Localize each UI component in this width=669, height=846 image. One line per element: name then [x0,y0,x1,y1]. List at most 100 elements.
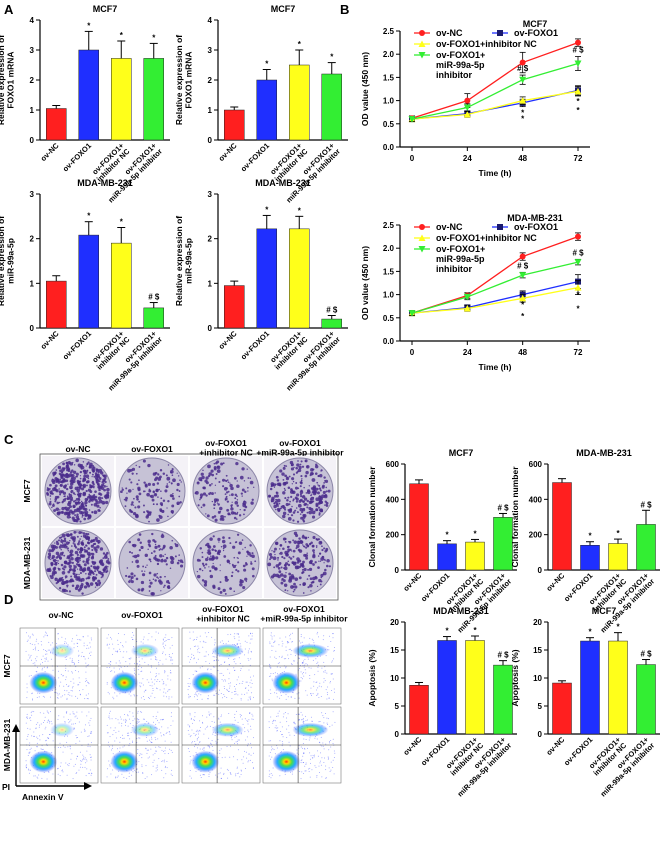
event-dot [199,774,201,776]
event-dot [196,670,198,672]
bar [143,307,164,329]
event-dot [82,758,84,760]
colony [245,580,248,583]
event-dot [194,716,196,718]
event-dot [287,654,289,656]
category-label: ov-NC [217,329,239,351]
bar [289,64,310,141]
event-dot [218,693,220,695]
x-axis-label: Annexin V [22,792,64,802]
colony [142,490,145,493]
colony [309,577,313,581]
colony [61,570,66,575]
event-dot [128,775,130,777]
event-dot [76,755,78,757]
colony [216,465,220,468]
bar [321,318,342,329]
event-dot [85,685,87,687]
event-dot [85,694,87,696]
event-dot [206,716,208,718]
colony [318,498,322,502]
event-dot [81,711,83,713]
event-dot [305,763,307,765]
colony [304,536,308,540]
event-dot [36,656,38,658]
event-dot [82,689,84,691]
event-dot [82,766,84,768]
event-dot [301,747,303,749]
event-dot [80,639,82,641]
colony [157,496,159,498]
event-dot [162,638,164,640]
event-dot [247,729,249,731]
event-dot [290,653,292,655]
colony [226,479,229,481]
colony [202,503,206,507]
event-dot [198,647,200,649]
event-dot [109,736,111,738]
event-dot [300,778,302,780]
bar [636,664,656,735]
colony [235,512,238,515]
event-dot [89,746,91,748]
event-dot [141,658,143,660]
significance-label: * [298,40,302,49]
colony [315,463,318,466]
event-dot [137,719,139,721]
event-dot [163,688,165,690]
event-dot [76,772,78,774]
colony [167,464,170,466]
colony [77,491,80,494]
colony [130,510,134,514]
colony [206,552,209,554]
event-dot [164,640,166,642]
event-dot [89,720,91,722]
category-label: ov-FOXO1+inhibitor NC [267,329,310,372]
event-dot [334,752,336,754]
colony [61,501,64,504]
event-dot [126,777,128,779]
colony [179,559,183,563]
event-dot [76,736,78,738]
colony [199,493,204,497]
event-dot [31,698,33,700]
colony [301,568,304,571]
category-label: ov-NC [544,735,566,757]
colony [272,483,276,487]
event-dot [48,722,50,724]
event-dot [161,726,163,728]
event-dot [332,698,334,700]
event-dot [47,711,49,713]
event-dot [281,741,283,743]
event-dot [276,666,278,668]
event-dot [166,760,168,762]
event-dot [247,652,249,654]
event-dot [134,672,136,674]
event-dot [236,710,238,712]
event-dot [305,715,307,717]
event-dot [40,663,42,665]
event-dot [72,723,74,725]
event-dot [160,719,162,721]
event-dot [296,693,298,695]
colony [156,558,161,562]
event-dot [73,647,75,649]
event-dot [115,732,117,734]
colony [83,585,88,589]
event-dot [57,633,59,635]
event-dot [189,714,191,716]
event-dot [42,655,44,657]
event-dot [46,778,48,780]
event-dot [48,641,50,643]
event-dot [26,716,28,718]
colony [305,556,309,560]
event-dot [81,651,83,653]
event-dot [323,681,325,683]
column-label: ov-FOXO1 +miR-99a-5p inhibitor [260,604,348,623]
event-dot [193,719,195,721]
colony [120,490,123,494]
event-dot [29,637,31,639]
colony [67,507,71,510]
event-dot [171,769,173,771]
